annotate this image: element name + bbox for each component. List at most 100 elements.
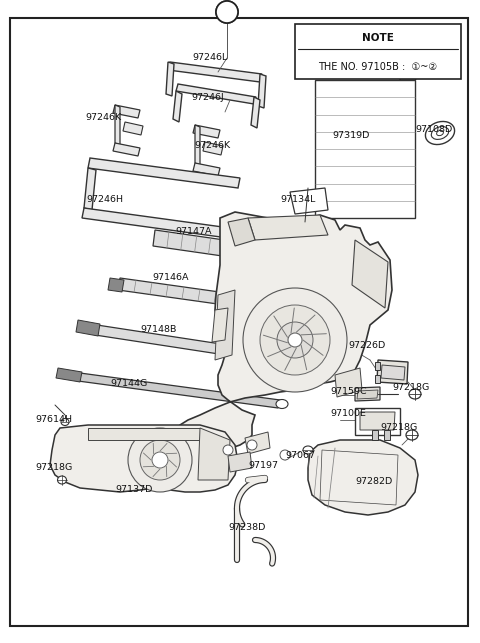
Polygon shape [153, 230, 280, 264]
Text: 97147A: 97147A [175, 228, 212, 237]
Text: 97146A: 97146A [152, 273, 189, 282]
Ellipse shape [406, 430, 418, 440]
Text: 97319D: 97319D [332, 132, 370, 141]
Polygon shape [355, 387, 380, 401]
Polygon shape [113, 143, 140, 156]
Polygon shape [400, 55, 420, 80]
Text: 97218G: 97218G [35, 464, 72, 473]
Polygon shape [115, 105, 120, 145]
Polygon shape [372, 430, 378, 440]
Polygon shape [215, 290, 235, 360]
Polygon shape [195, 125, 200, 165]
Ellipse shape [409, 389, 421, 399]
Polygon shape [203, 142, 223, 155]
Polygon shape [381, 365, 405, 380]
Circle shape [277, 322, 313, 358]
Circle shape [280, 450, 290, 460]
Polygon shape [193, 163, 220, 176]
Polygon shape [352, 240, 388, 308]
Polygon shape [198, 428, 230, 480]
Polygon shape [290, 188, 328, 214]
Text: 97226D: 97226D [348, 341, 385, 350]
Bar [315, 80, 415, 218]
Text: 97159C: 97159C [330, 388, 367, 397]
Text: 97100E: 97100E [330, 410, 366, 419]
Ellipse shape [437, 131, 444, 136]
Polygon shape [168, 62, 262, 82]
Text: 97067: 97067 [285, 451, 315, 460]
Bar [295, 24, 461, 79]
Polygon shape [118, 278, 248, 308]
Ellipse shape [61, 419, 69, 426]
Ellipse shape [303, 446, 313, 454]
Circle shape [223, 445, 233, 455]
Polygon shape [384, 430, 390, 440]
Polygon shape [113, 105, 140, 118]
Polygon shape [245, 432, 270, 454]
Polygon shape [375, 375, 380, 383]
Text: 97218G: 97218G [380, 424, 417, 433]
Polygon shape [212, 308, 228, 342]
Polygon shape [258, 74, 266, 108]
Ellipse shape [252, 350, 268, 361]
Text: 97144G: 97144G [110, 379, 147, 388]
Polygon shape [308, 440, 418, 515]
Text: THE NO. 97105B :  ①~②: THE NO. 97105B : ①~② [318, 62, 438, 73]
Polygon shape [357, 390, 378, 399]
Polygon shape [193, 125, 220, 138]
Polygon shape [76, 320, 100, 336]
Polygon shape [88, 158, 240, 188]
Text: 97218G: 97218G [392, 383, 429, 392]
Polygon shape [355, 408, 400, 435]
Polygon shape [377, 360, 408, 384]
Polygon shape [88, 428, 200, 440]
Text: 97246K: 97246K [85, 114, 121, 123]
Polygon shape [50, 425, 238, 492]
Text: 97238D: 97238D [228, 523, 265, 532]
Circle shape [260, 305, 330, 375]
Ellipse shape [241, 297, 255, 307]
Text: 97108D: 97108D [415, 125, 452, 134]
Text: 97246H: 97246H [86, 195, 123, 204]
Ellipse shape [425, 122, 455, 145]
Polygon shape [56, 368, 82, 382]
Ellipse shape [276, 399, 288, 408]
Text: 97246K: 97246K [194, 141, 230, 150]
Polygon shape [375, 362, 380, 370]
Polygon shape [251, 97, 260, 128]
Text: 97282D: 97282D [355, 478, 392, 487]
Circle shape [128, 428, 192, 492]
Text: NOTE: NOTE [362, 33, 394, 44]
Circle shape [243, 288, 347, 392]
Ellipse shape [58, 476, 67, 484]
Circle shape [288, 333, 302, 347]
Text: 2: 2 [223, 7, 230, 17]
Polygon shape [228, 452, 252, 472]
Polygon shape [84, 168, 96, 210]
Text: 97614H: 97614H [35, 415, 72, 424]
Polygon shape [335, 368, 362, 397]
Circle shape [140, 440, 180, 480]
Circle shape [216, 1, 238, 23]
Text: 2: 2 [223, 7, 230, 17]
Polygon shape [176, 84, 256, 104]
Text: 97148B: 97148B [140, 325, 176, 334]
Text: 97137D: 97137D [115, 485, 152, 494]
Ellipse shape [432, 127, 449, 140]
Polygon shape [178, 212, 392, 452]
Circle shape [216, 1, 238, 23]
Polygon shape [78, 373, 280, 408]
Text: 97197: 97197 [248, 462, 278, 471]
Polygon shape [82, 208, 230, 238]
Polygon shape [360, 412, 395, 430]
Circle shape [247, 440, 257, 450]
Text: 97246J: 97246J [192, 93, 224, 102]
Polygon shape [95, 325, 260, 360]
Text: 97134L: 97134L [280, 195, 315, 204]
Polygon shape [228, 218, 255, 246]
Polygon shape [108, 278, 124, 292]
Polygon shape [166, 62, 174, 96]
Ellipse shape [273, 251, 287, 261]
Text: 97246L: 97246L [192, 53, 228, 62]
Polygon shape [248, 215, 328, 240]
